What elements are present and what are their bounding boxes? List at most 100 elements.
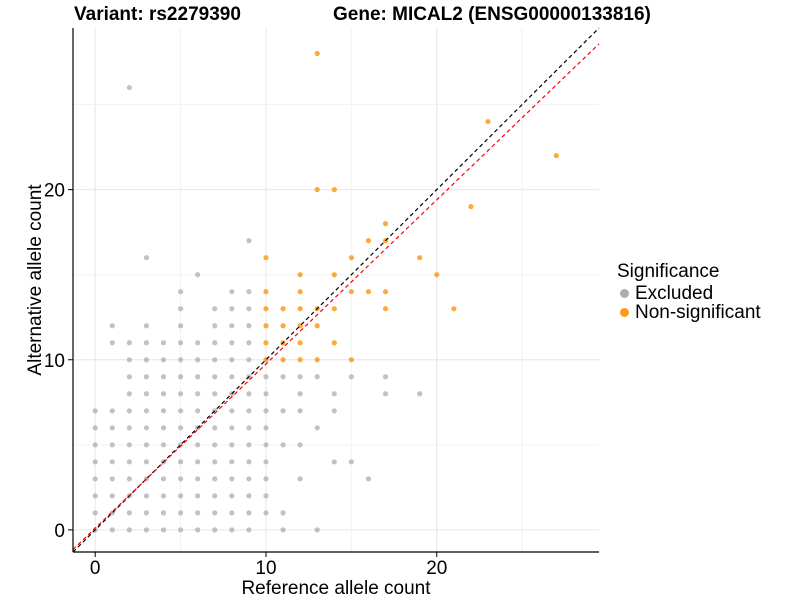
point-excluded: [160, 476, 167, 482]
point-excluded: [348, 374, 354, 380]
point-excluded: [263, 510, 269, 516]
point-excluded: [109, 425, 115, 431]
point-non-significant: [314, 357, 320, 363]
point-excluded: [348, 459, 354, 465]
point-excluded: [126, 340, 132, 346]
point-excluded: [126, 84, 132, 91]
point-non-significant: [365, 238, 372, 244]
point-excluded: [92, 408, 98, 414]
point-excluded: [246, 476, 252, 482]
point-excluded: [246, 391, 252, 397]
point-excluded: [314, 374, 320, 380]
point-excluded: [246, 238, 252, 244]
point-excluded: [160, 340, 167, 346]
point-excluded: [143, 255, 150, 261]
point-excluded: [246, 425, 252, 431]
point-excluded: [126, 408, 132, 414]
point-excluded: [143, 374, 150, 380]
point-excluded: [195, 493, 201, 499]
point-excluded: [229, 459, 235, 465]
point-non-significant: [331, 187, 337, 193]
point-excluded: [160, 408, 167, 414]
point-non-significant: [263, 323, 269, 329]
point-excluded: [126, 425, 132, 431]
point-excluded: [212, 493, 218, 499]
point-excluded: [126, 459, 132, 465]
point-excluded: [297, 476, 303, 482]
point-excluded: [246, 527, 252, 533]
point-excluded: [417, 391, 423, 397]
point-excluded: [331, 391, 337, 397]
x-axis-label: Reference allele count: [241, 578, 431, 599]
legend-key-non-significant: [620, 308, 629, 317]
point-excluded: [246, 340, 252, 346]
point-excluded: [109, 493, 115, 499]
point-excluded: [92, 442, 98, 448]
point-excluded: [212, 357, 218, 363]
point-excluded: [314, 527, 320, 533]
x-tick-label-0: 0: [90, 558, 101, 579]
point-excluded: [229, 527, 235, 533]
point-non-significant: [280, 306, 286, 312]
legend-key-excluded: [620, 289, 629, 298]
data-points: [92, 50, 559, 533]
point-excluded: [143, 493, 150, 499]
point-excluded: [160, 493, 167, 499]
point-non-significant: [263, 340, 269, 346]
point-excluded: [212, 306, 218, 312]
chart-title-gene: Gene: MICAL2 (ENSG00000133816): [333, 4, 651, 25]
point-excluded: [126, 476, 132, 482]
y-tick-label-0: 0: [54, 521, 65, 542]
point-excluded: [297, 374, 303, 380]
point-excluded: [229, 476, 235, 482]
point-excluded: [212, 510, 218, 516]
reference-line-1: [72, 43, 600, 550]
point-non-significant: [314, 187, 320, 193]
point-non-significant: [263, 255, 269, 261]
point-excluded: [212, 442, 218, 448]
point-excluded: [229, 493, 235, 499]
point-excluded: [160, 527, 167, 533]
point-excluded: [382, 391, 389, 397]
point-excluded: [143, 527, 150, 533]
point-excluded: [177, 408, 184, 414]
point-non-significant: [280, 357, 286, 363]
point-excluded: [195, 527, 201, 533]
point-excluded: [280, 527, 286, 533]
point-excluded: [92, 493, 98, 499]
point-non-significant: [553, 152, 559, 159]
point-excluded: [263, 442, 269, 448]
point-excluded: [109, 459, 115, 465]
point-excluded: [126, 391, 132, 397]
point-non-significant: [280, 323, 286, 329]
point-excluded: [263, 476, 269, 482]
point-excluded: [229, 306, 235, 312]
point-excluded: [246, 442, 252, 448]
point-excluded: [263, 459, 269, 465]
point-excluded: [160, 374, 167, 380]
point-non-significant: [297, 289, 303, 295]
point-excluded: [177, 510, 184, 516]
point-excluded: [143, 357, 150, 363]
point-excluded: [126, 527, 132, 533]
point-excluded: [246, 408, 252, 414]
point-excluded: [280, 442, 286, 448]
point-excluded: [331, 459, 337, 465]
point-excluded: [177, 374, 184, 380]
point-excluded: [280, 510, 286, 516]
axis-ticks: 0 10 20 0 10 20: [44, 181, 447, 579]
point-excluded: [212, 425, 218, 431]
point-excluded: [314, 425, 320, 431]
point-excluded: [109, 442, 115, 448]
point-non-significant: [263, 306, 269, 312]
point-excluded: [92, 425, 98, 431]
point-excluded: [92, 510, 98, 516]
point-excluded: [143, 408, 150, 414]
point-excluded: [297, 408, 303, 414]
point-excluded: [263, 374, 269, 380]
point-excluded: [195, 408, 201, 414]
point-non-significant: [417, 255, 423, 261]
point-excluded: [365, 476, 372, 482]
point-excluded: [212, 391, 218, 397]
